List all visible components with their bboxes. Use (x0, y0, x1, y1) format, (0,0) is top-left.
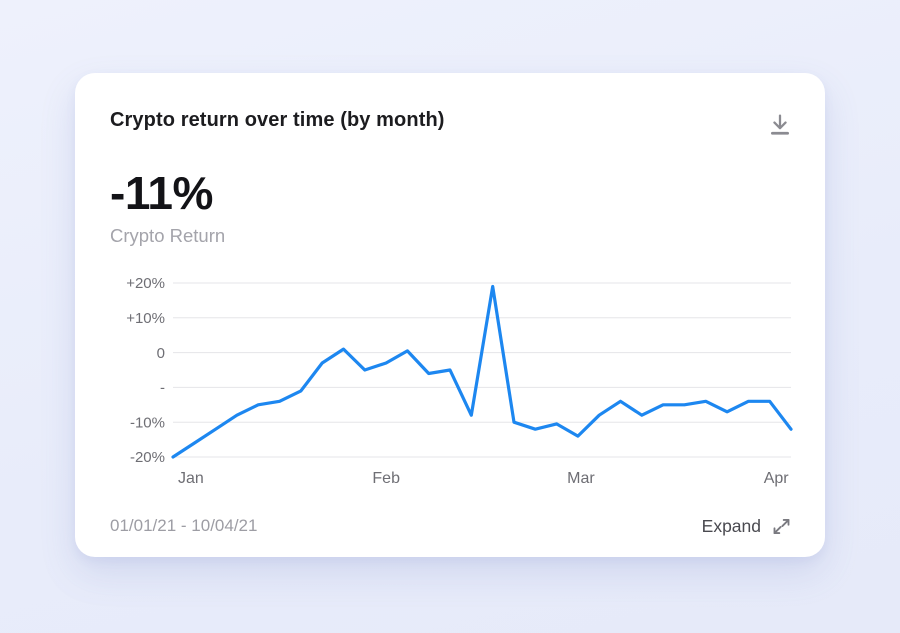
card-footer: 01/01/21 - 10/04/21 Expand (110, 509, 792, 543)
x-axis-tick-label: Mar (567, 470, 595, 487)
download-button[interactable] (765, 109, 795, 141)
card-header: Crypto return over time (by month) (110, 109, 795, 141)
x-axis-tick-label: Feb (372, 470, 400, 487)
y-axis-tick-label: +10% (126, 310, 165, 327)
y-axis-tick-label: -20% (130, 449, 165, 466)
download-icon (771, 114, 789, 135)
expand-diagonal-arrows-icon (773, 518, 790, 534)
y-axis-tick-label: 0 (157, 345, 165, 362)
crypto-return-line (171, 284, 793, 459)
metric-value: -11% (110, 167, 213, 219)
y-axis-tick-label: +20% (126, 275, 165, 292)
expand-button[interactable]: Expand (702, 516, 792, 537)
x-axis-tick-label: Apr (764, 470, 790, 487)
chart-card: Crypto return over time (by month) -11% … (75, 73, 825, 557)
metric-label: Crypto Return (110, 225, 226, 246)
chart-title: Crypto return over time (by month) (110, 109, 445, 131)
line-chart: +20% +10% 0 - -10% -20% Jan Feb Mar Apr (126, 275, 793, 487)
y-axis-tick-label: -10% (130, 414, 165, 431)
y-axis-tick-label: - (160, 380, 165, 397)
chart-area: +20% +10% 0 - -10% -20% Jan Feb Mar Apr (100, 270, 800, 490)
date-range-label: 01/01/21 - 10/04/21 (110, 516, 258, 535)
x-axis-tick-label: Jan (178, 470, 204, 487)
expand-button-label: Expand (701, 515, 761, 536)
